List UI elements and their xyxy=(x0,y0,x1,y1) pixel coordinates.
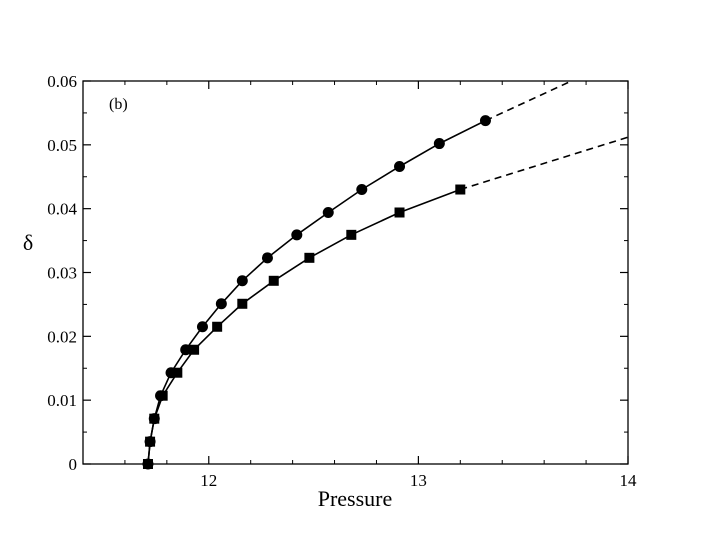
circle-point xyxy=(291,229,303,241)
square-point xyxy=(149,413,160,424)
x-tick-label: 14 xyxy=(620,471,638,490)
square-point xyxy=(212,321,223,332)
square-point xyxy=(157,390,168,401)
series-layer xyxy=(142,81,628,470)
x-tick-label: 13 xyxy=(410,471,427,490)
y-tick-label: 0.01 xyxy=(47,391,77,410)
square-point xyxy=(455,184,466,195)
circle-point xyxy=(356,184,368,196)
y-tick-label: 0.05 xyxy=(47,136,77,155)
y-axis-label: δ xyxy=(23,230,33,255)
circle-point xyxy=(236,275,248,287)
circle-point xyxy=(394,161,406,173)
square-point xyxy=(268,275,279,286)
circle-series-extrapolation xyxy=(485,81,572,122)
circle-point xyxy=(215,298,227,310)
plot-frame xyxy=(82,80,629,465)
circle-point xyxy=(322,206,334,218)
square-point xyxy=(346,229,357,240)
y-tick-label: 0.04 xyxy=(47,200,77,219)
ticks-layer: 12 13 14 0 0.01 0.02 0.03 0.04 0.05 0.06 xyxy=(47,72,637,490)
square-series-extrapolation xyxy=(460,136,628,191)
circle-point xyxy=(261,252,273,264)
square-series-line xyxy=(147,188,461,465)
square-point xyxy=(304,252,315,263)
y-tick-label: 0.03 xyxy=(47,264,77,283)
y-tick-label: 0.06 xyxy=(47,72,77,91)
x-tick-label: 12 xyxy=(200,471,217,490)
panel-label: (b) xyxy=(109,96,128,113)
y-tick-label: 0 xyxy=(69,455,78,474)
circle-point xyxy=(180,344,192,356)
square-point xyxy=(189,344,200,355)
square-point xyxy=(394,207,405,218)
circle-point xyxy=(479,115,491,127)
y-tick-label: 0.02 xyxy=(47,327,77,346)
square-point xyxy=(237,298,248,309)
square-point xyxy=(145,436,156,447)
circle-point xyxy=(433,138,445,150)
circle-series-line xyxy=(147,119,486,465)
square-point xyxy=(172,367,183,378)
circle-point xyxy=(196,321,208,333)
x-axis-label: Pressure xyxy=(318,486,393,511)
